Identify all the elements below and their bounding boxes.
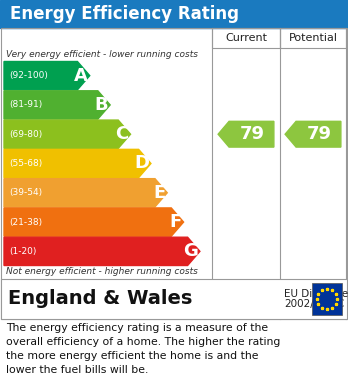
Bar [1,279,347,319]
Polygon shape [4,237,200,265]
Text: (55-68): (55-68) [9,159,42,168]
Text: 2002/91/EC: 2002/91/EC [284,299,345,309]
Text: Not energy efficient - higher running costs: Not energy efficient - higher running co… [6,267,198,276]
Polygon shape [4,120,130,148]
Text: (69-80): (69-80) [9,130,42,139]
Text: England & Wales: England & Wales [8,289,192,308]
Text: F: F [169,213,182,231]
Text: A: A [74,66,88,84]
Bar [312,283,342,315]
Text: Current: Current [225,33,267,43]
Text: 79: 79 [240,125,265,143]
Polygon shape [4,61,90,90]
Text: Very energy efficient - lower running costs: Very energy efficient - lower running co… [6,50,198,59]
Bar [0,0,348,28]
Polygon shape [4,91,110,119]
Polygon shape [4,149,151,178]
Bar [280,28,346,48]
Polygon shape [4,208,184,236]
Text: 79: 79 [307,125,332,143]
Text: B: B [95,96,108,114]
Text: G: G [183,242,198,260]
Text: (21-38): (21-38) [9,217,42,226]
Text: Potential: Potential [288,33,338,43]
Polygon shape [218,121,274,147]
Text: Energy Efficiency Rating: Energy Efficiency Rating [10,5,239,23]
Polygon shape [285,121,341,147]
Text: E: E [153,184,165,202]
Text: C: C [115,125,128,143]
Text: (1-20): (1-20) [9,247,37,256]
Text: The energy efficiency rating is a measure of the
overall efficiency of a home. T: The energy efficiency rating is a measur… [6,323,280,375]
Polygon shape [4,179,167,207]
Text: D: D [134,154,149,172]
Text: (92-100): (92-100) [9,71,48,80]
Text: (81-91): (81-91) [9,100,42,109]
Text: EU Directive: EU Directive [284,289,348,299]
Bar [1,28,347,319]
Bar [212,28,280,48]
Text: (39-54): (39-54) [9,188,42,197]
